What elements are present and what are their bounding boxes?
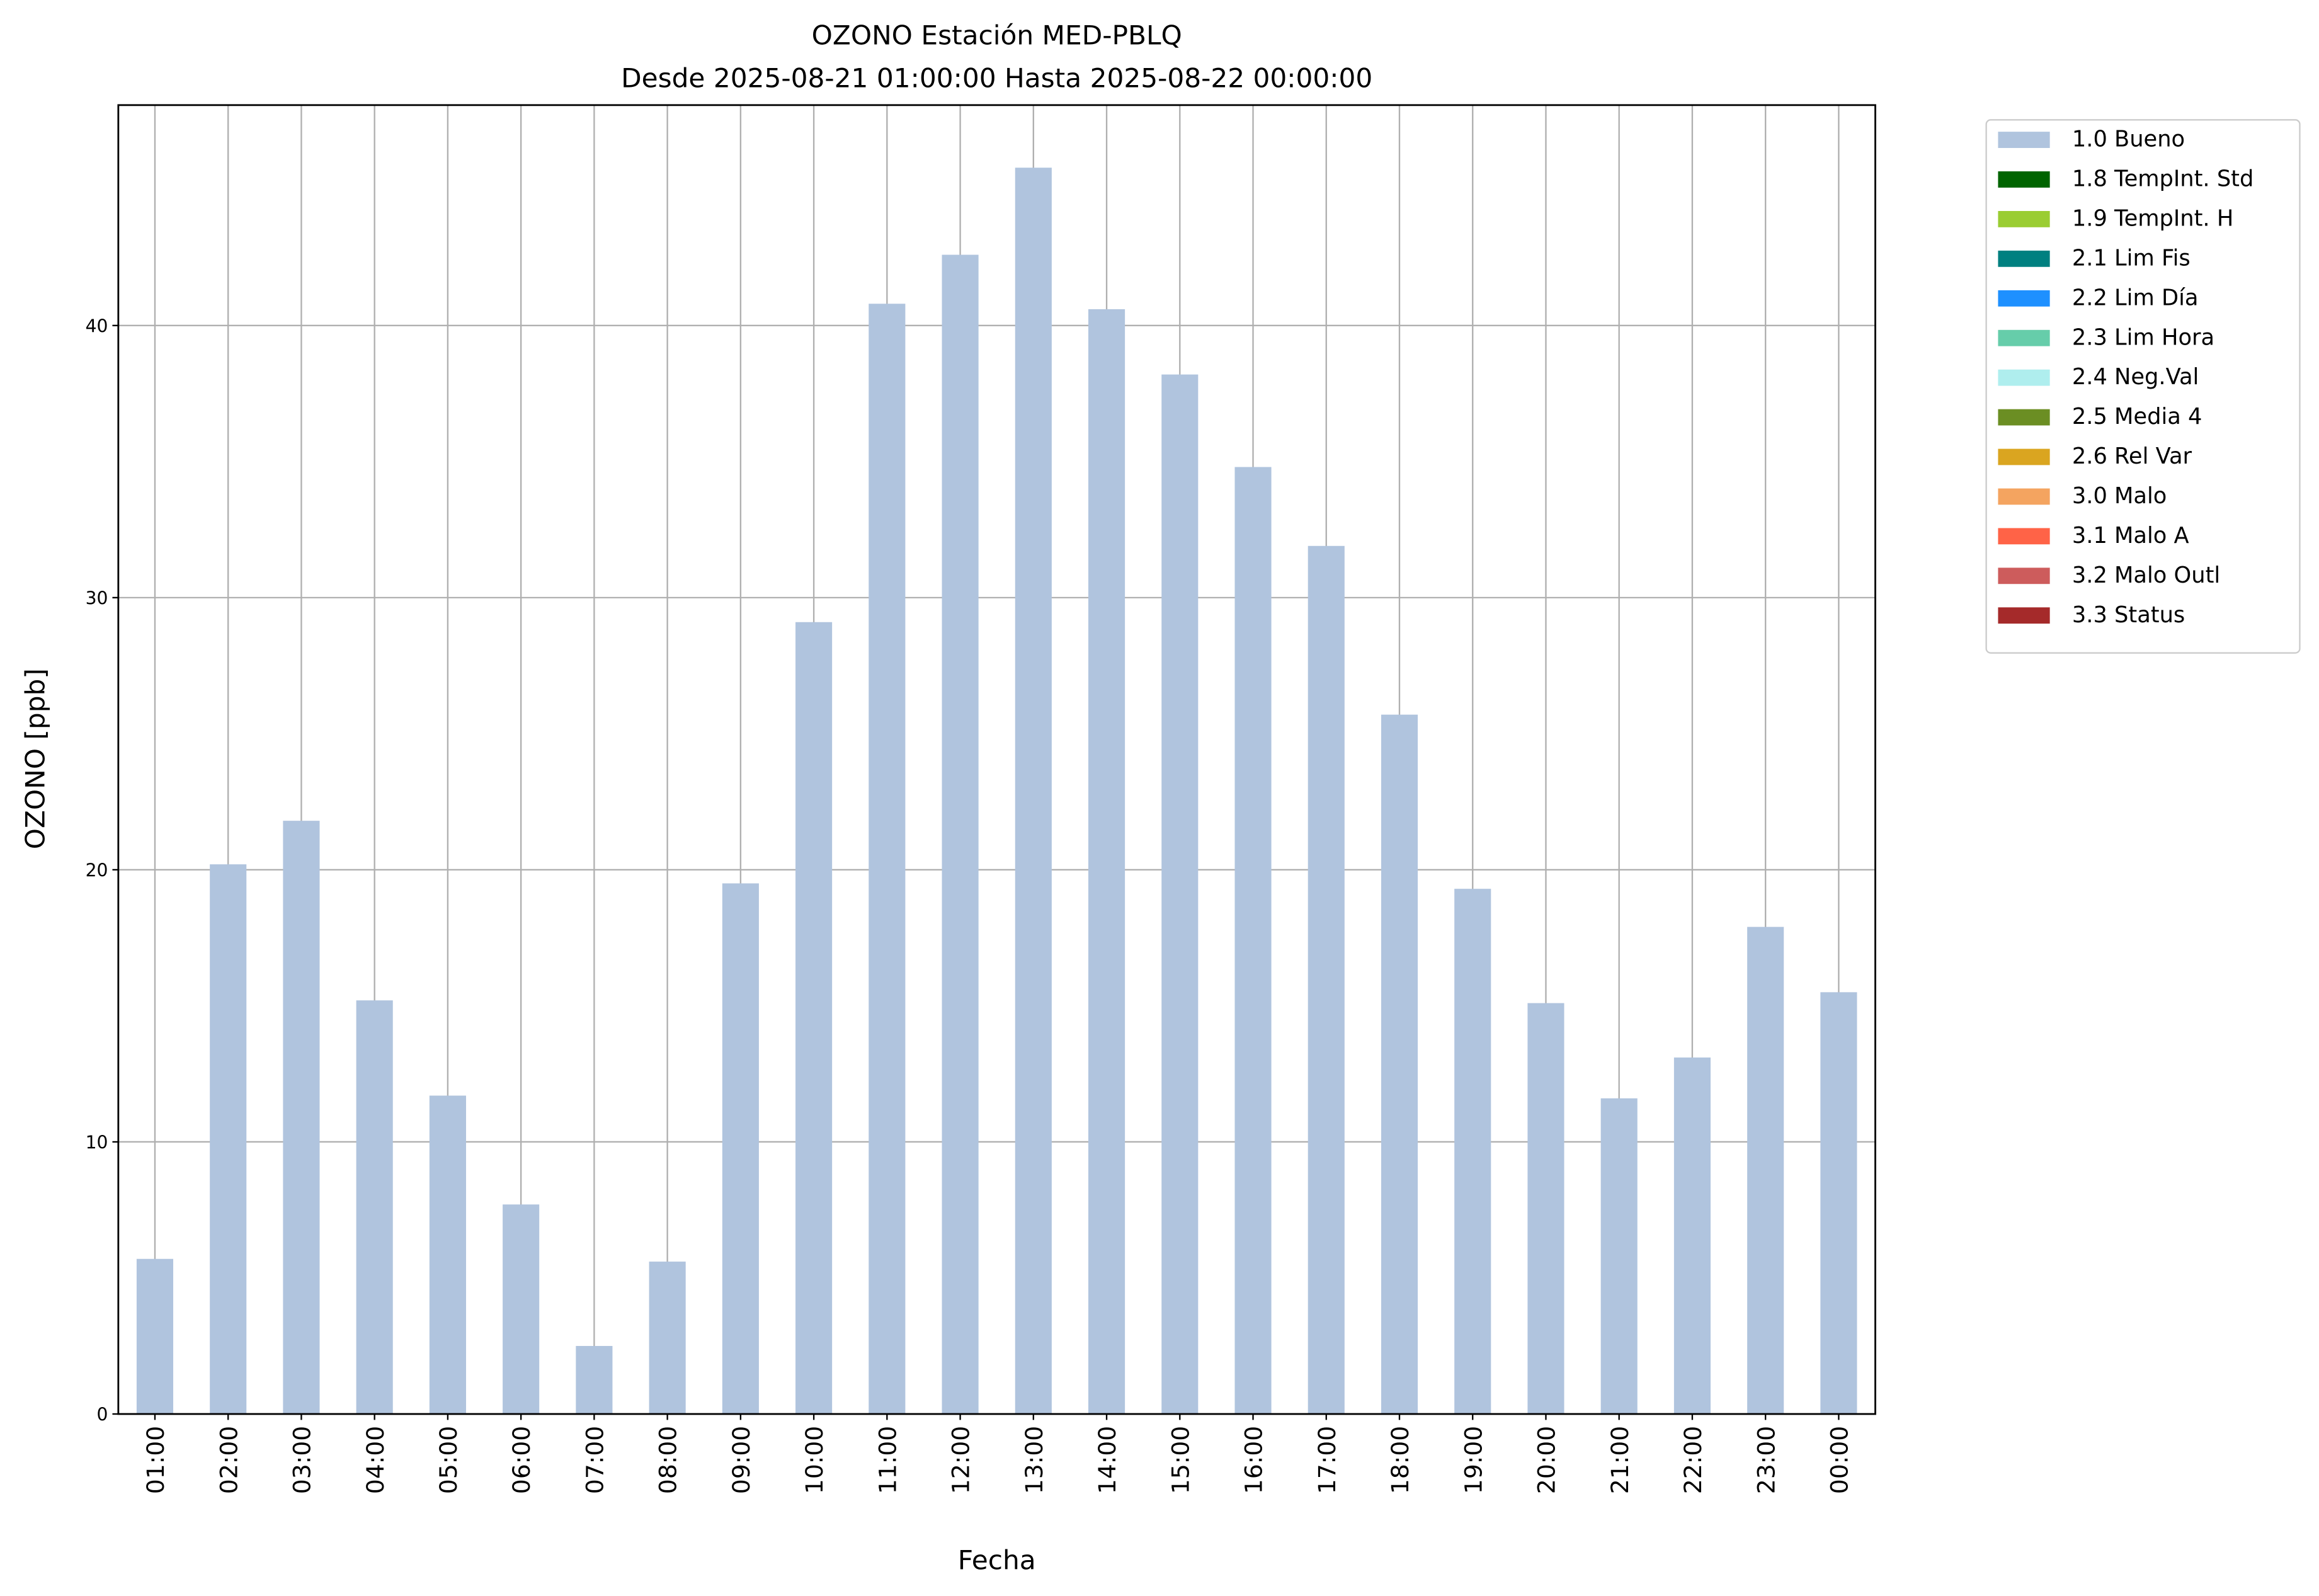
x-tick-label: 02:00 — [215, 1426, 242, 1494]
bar — [1454, 889, 1491, 1415]
legend-label: 2.6 Rel Var — [2072, 443, 2192, 469]
bar — [869, 304, 906, 1415]
legend-swatch — [1998, 250, 2050, 267]
plot-frame — [117, 104, 1876, 1415]
y-tick-label: 20 — [86, 860, 108, 881]
legend-label: 3.1 Malo A — [2072, 523, 2189, 549]
legend-swatch — [1998, 607, 2050, 624]
legend-box — [1985, 119, 2301, 654]
x-tick-label: 06:00 — [508, 1426, 535, 1494]
x-tick-label: 16:00 — [1240, 1426, 1268, 1494]
legend-swatch — [1998, 488, 2050, 505]
bar — [576, 1346, 613, 1415]
x-tick-label: 11:00 — [874, 1426, 901, 1494]
legend-label: 2.2 Lim Día — [2072, 285, 2199, 311]
legend-swatch — [1998, 210, 2050, 227]
x-tick-label: 09:00 — [727, 1426, 755, 1494]
bar — [649, 1262, 686, 1415]
legend-swatch — [1998, 528, 2050, 545]
bar — [722, 883, 759, 1415]
x-tick-label: 07:00 — [581, 1426, 608, 1494]
bar — [1673, 1057, 1711, 1415]
x-tick-label: 21:00 — [1606, 1426, 1634, 1494]
bar — [136, 1258, 174, 1415]
legend-label: 1.8 TempInt. Std — [2072, 166, 2254, 192]
bar — [283, 821, 320, 1415]
legend-label: 3.2 Malo Outl — [2072, 562, 2220, 588]
y-tick-label: 0 — [96, 1405, 108, 1425]
x-tick-label: 01:00 — [142, 1426, 169, 1494]
x-tick-label: 20:00 — [1533, 1426, 1561, 1494]
legend-swatch — [1998, 448, 2050, 465]
bar — [1527, 1003, 1564, 1415]
x-tick-label: 04:00 — [362, 1426, 389, 1494]
legend-label: 3.0 Malo — [2072, 483, 2167, 509]
legend-label: 1.0 Bueno — [2072, 127, 2185, 152]
y-axis-label: OZONO [ppb] — [20, 668, 50, 849]
x-tick-label: 05:00 — [435, 1426, 462, 1494]
y-tick-label: 40 — [86, 316, 108, 336]
x-tick-label: 10:00 — [801, 1426, 828, 1494]
legend-label: 2.5 Media 4 — [2072, 404, 2202, 430]
bar — [1600, 1098, 1638, 1415]
legend-label: 1.9 TempInt. H — [2072, 205, 2233, 231]
bar — [1088, 309, 1125, 1415]
chart-subtitle: Desde 2025-08-21 01:00:00 Hasta 2025-08-… — [621, 63, 1372, 94]
legend-swatch — [1998, 369, 2050, 386]
bar — [210, 864, 247, 1415]
y-tick-label: 10 — [86, 1132, 108, 1153]
legend-swatch — [1998, 409, 2050, 426]
bar — [356, 1000, 393, 1415]
legend-label: 2.1 Lim Fis — [2072, 245, 2191, 271]
x-tick-label: 19:00 — [1459, 1426, 1487, 1494]
chart-title: OZONO Estación MED-PBLQ — [812, 20, 1182, 51]
x-axis-label: Fecha — [958, 1545, 1036, 1576]
x-tick-label: 12:00 — [947, 1426, 975, 1494]
x-tick-label: 00:00 — [1826, 1426, 1854, 1494]
y-tick-label: 30 — [86, 588, 108, 608]
x-tick-label: 13:00 — [1020, 1426, 1048, 1494]
x-tick-label: 14:00 — [1093, 1426, 1121, 1494]
x-tick-label: 23:00 — [1752, 1426, 1780, 1494]
bars — [136, 168, 1857, 1415]
bar — [1381, 714, 1418, 1415]
bar — [795, 622, 833, 1415]
legend-swatch — [1998, 132, 2050, 148]
legend-swatch — [1998, 290, 2050, 307]
x-tick-label: 08:00 — [654, 1426, 682, 1494]
bar — [1747, 926, 1784, 1415]
x-tick-label: 03:00 — [288, 1426, 316, 1494]
legend-swatch — [1998, 567, 2050, 584]
legend-label: 2.4 Neg.Val — [2072, 364, 2199, 390]
x-tick-label: 18:00 — [1386, 1426, 1414, 1494]
x-tick-label: 17:00 — [1313, 1426, 1341, 1494]
bar — [1820, 992, 1857, 1415]
bar — [1015, 168, 1052, 1415]
bar — [1234, 467, 1272, 1415]
legend-label: 2.3 Lim Hora — [2072, 324, 2214, 350]
legend-swatch — [1998, 171, 2050, 188]
bar — [1308, 545, 1345, 1415]
legend-label: 3.3 Status — [2072, 602, 2185, 628]
bar — [503, 1204, 540, 1415]
x-tick-label: 15:00 — [1166, 1426, 1194, 1494]
bar — [942, 254, 979, 1415]
bar — [1161, 374, 1199, 1415]
bar — [429, 1095, 466, 1415]
legend-swatch — [1998, 329, 2050, 346]
x-tick-label: 22:00 — [1679, 1426, 1707, 1494]
